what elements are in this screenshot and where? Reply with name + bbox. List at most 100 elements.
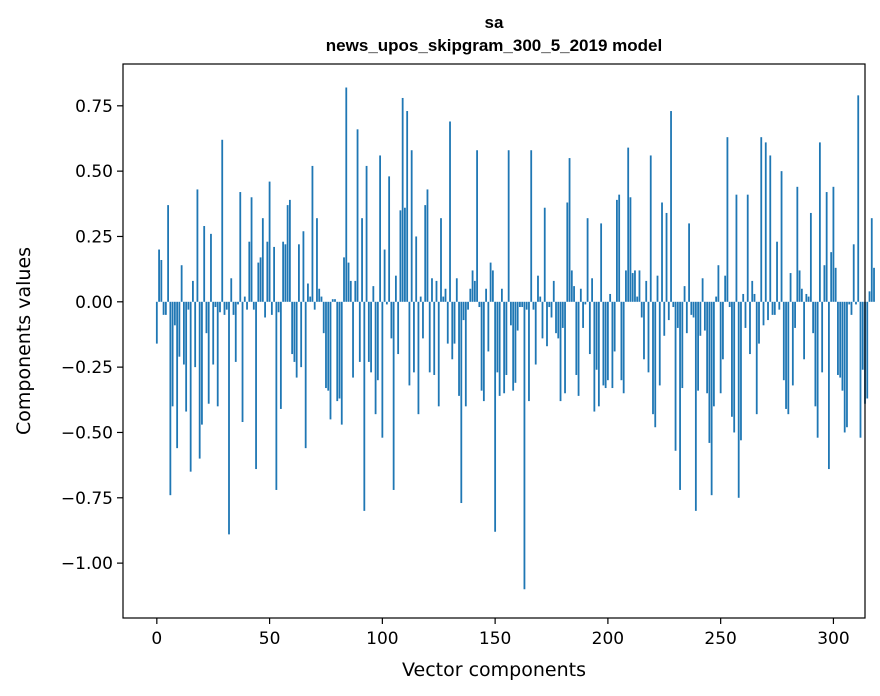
bar <box>737 301 740 498</box>
bar <box>185 301 188 412</box>
bar <box>834 267 837 302</box>
bar <box>733 301 736 433</box>
bar <box>555 301 557 334</box>
bar <box>636 296 639 302</box>
bar <box>552 280 555 302</box>
bar <box>300 301 303 368</box>
bar <box>846 301 848 428</box>
bar <box>694 301 697 511</box>
bar <box>431 278 433 302</box>
bar <box>597 301 600 407</box>
bar <box>449 121 451 302</box>
bar <box>505 301 508 375</box>
bar <box>162 301 165 315</box>
bar <box>665 212 668 302</box>
bar <box>606 301 609 381</box>
bar <box>268 181 271 302</box>
bar <box>647 301 650 373</box>
bar <box>246 301 248 310</box>
bar <box>821 301 824 373</box>
bar <box>823 265 826 302</box>
bar <box>331 299 334 302</box>
bar <box>787 301 790 415</box>
bar <box>230 278 233 302</box>
bar <box>873 267 875 302</box>
bar <box>534 301 537 365</box>
bar <box>404 207 406 302</box>
bar <box>755 301 758 415</box>
y-tick-label: −0.25 <box>61 358 113 378</box>
bar <box>588 301 591 355</box>
bar <box>241 301 244 423</box>
bar <box>458 301 460 396</box>
bar <box>771 301 774 315</box>
bar <box>609 293 612 302</box>
bar <box>767 301 769 321</box>
bar <box>196 189 199 302</box>
bar <box>708 301 711 443</box>
bar <box>663 301 666 336</box>
bar <box>444 288 447 302</box>
bar <box>706 301 709 394</box>
bar <box>485 288 487 302</box>
bar <box>731 301 733 417</box>
bar <box>385 301 388 305</box>
bar <box>740 301 742 441</box>
bar <box>679 301 681 490</box>
bar <box>480 301 483 391</box>
bar <box>379 155 381 302</box>
bar <box>640 301 643 318</box>
bar <box>327 301 330 391</box>
bar <box>248 241 251 302</box>
bar <box>491 270 494 302</box>
bar <box>189 301 192 472</box>
y-axis-label: Components values <box>13 247 35 435</box>
bar <box>530 150 533 302</box>
bar <box>295 301 298 378</box>
bar <box>433 301 436 375</box>
bar <box>749 301 751 355</box>
bar <box>164 301 167 315</box>
bar <box>392 301 395 490</box>
bar <box>595 301 598 370</box>
bar <box>809 212 812 302</box>
x-axis: 0 50 100 150 200 250 300 <box>151 618 850 649</box>
bar <box>773 301 776 315</box>
bar <box>837 301 839 375</box>
bar <box>243 296 246 302</box>
bar <box>311 165 314 302</box>
bar <box>616 199 618 302</box>
bar <box>620 301 623 381</box>
bar <box>155 301 158 344</box>
bar <box>288 199 291 302</box>
bar <box>460 301 463 504</box>
bar <box>510 301 512 326</box>
bar <box>467 301 469 310</box>
bar <box>742 293 745 302</box>
bar <box>453 301 456 344</box>
x-tick-label: 150 <box>479 629 511 649</box>
bar <box>703 301 706 331</box>
bar <box>214 301 217 308</box>
bar <box>760 137 763 302</box>
bar <box>408 301 411 386</box>
bar <box>473 280 476 302</box>
bar <box>307 283 309 302</box>
bar <box>812 301 815 334</box>
bar <box>178 301 181 357</box>
bar <box>446 301 449 344</box>
bar <box>338 301 341 399</box>
bar <box>410 150 413 302</box>
bar <box>221 139 224 302</box>
bar <box>198 301 201 459</box>
bar <box>259 257 262 302</box>
bar <box>816 301 819 438</box>
bar <box>543 207 546 302</box>
bar <box>674 301 677 451</box>
bar <box>859 301 862 438</box>
bar <box>336 301 339 402</box>
bar <box>282 241 285 302</box>
plot-frame <box>122 63 866 619</box>
bar <box>182 301 185 365</box>
bar <box>354 280 357 302</box>
